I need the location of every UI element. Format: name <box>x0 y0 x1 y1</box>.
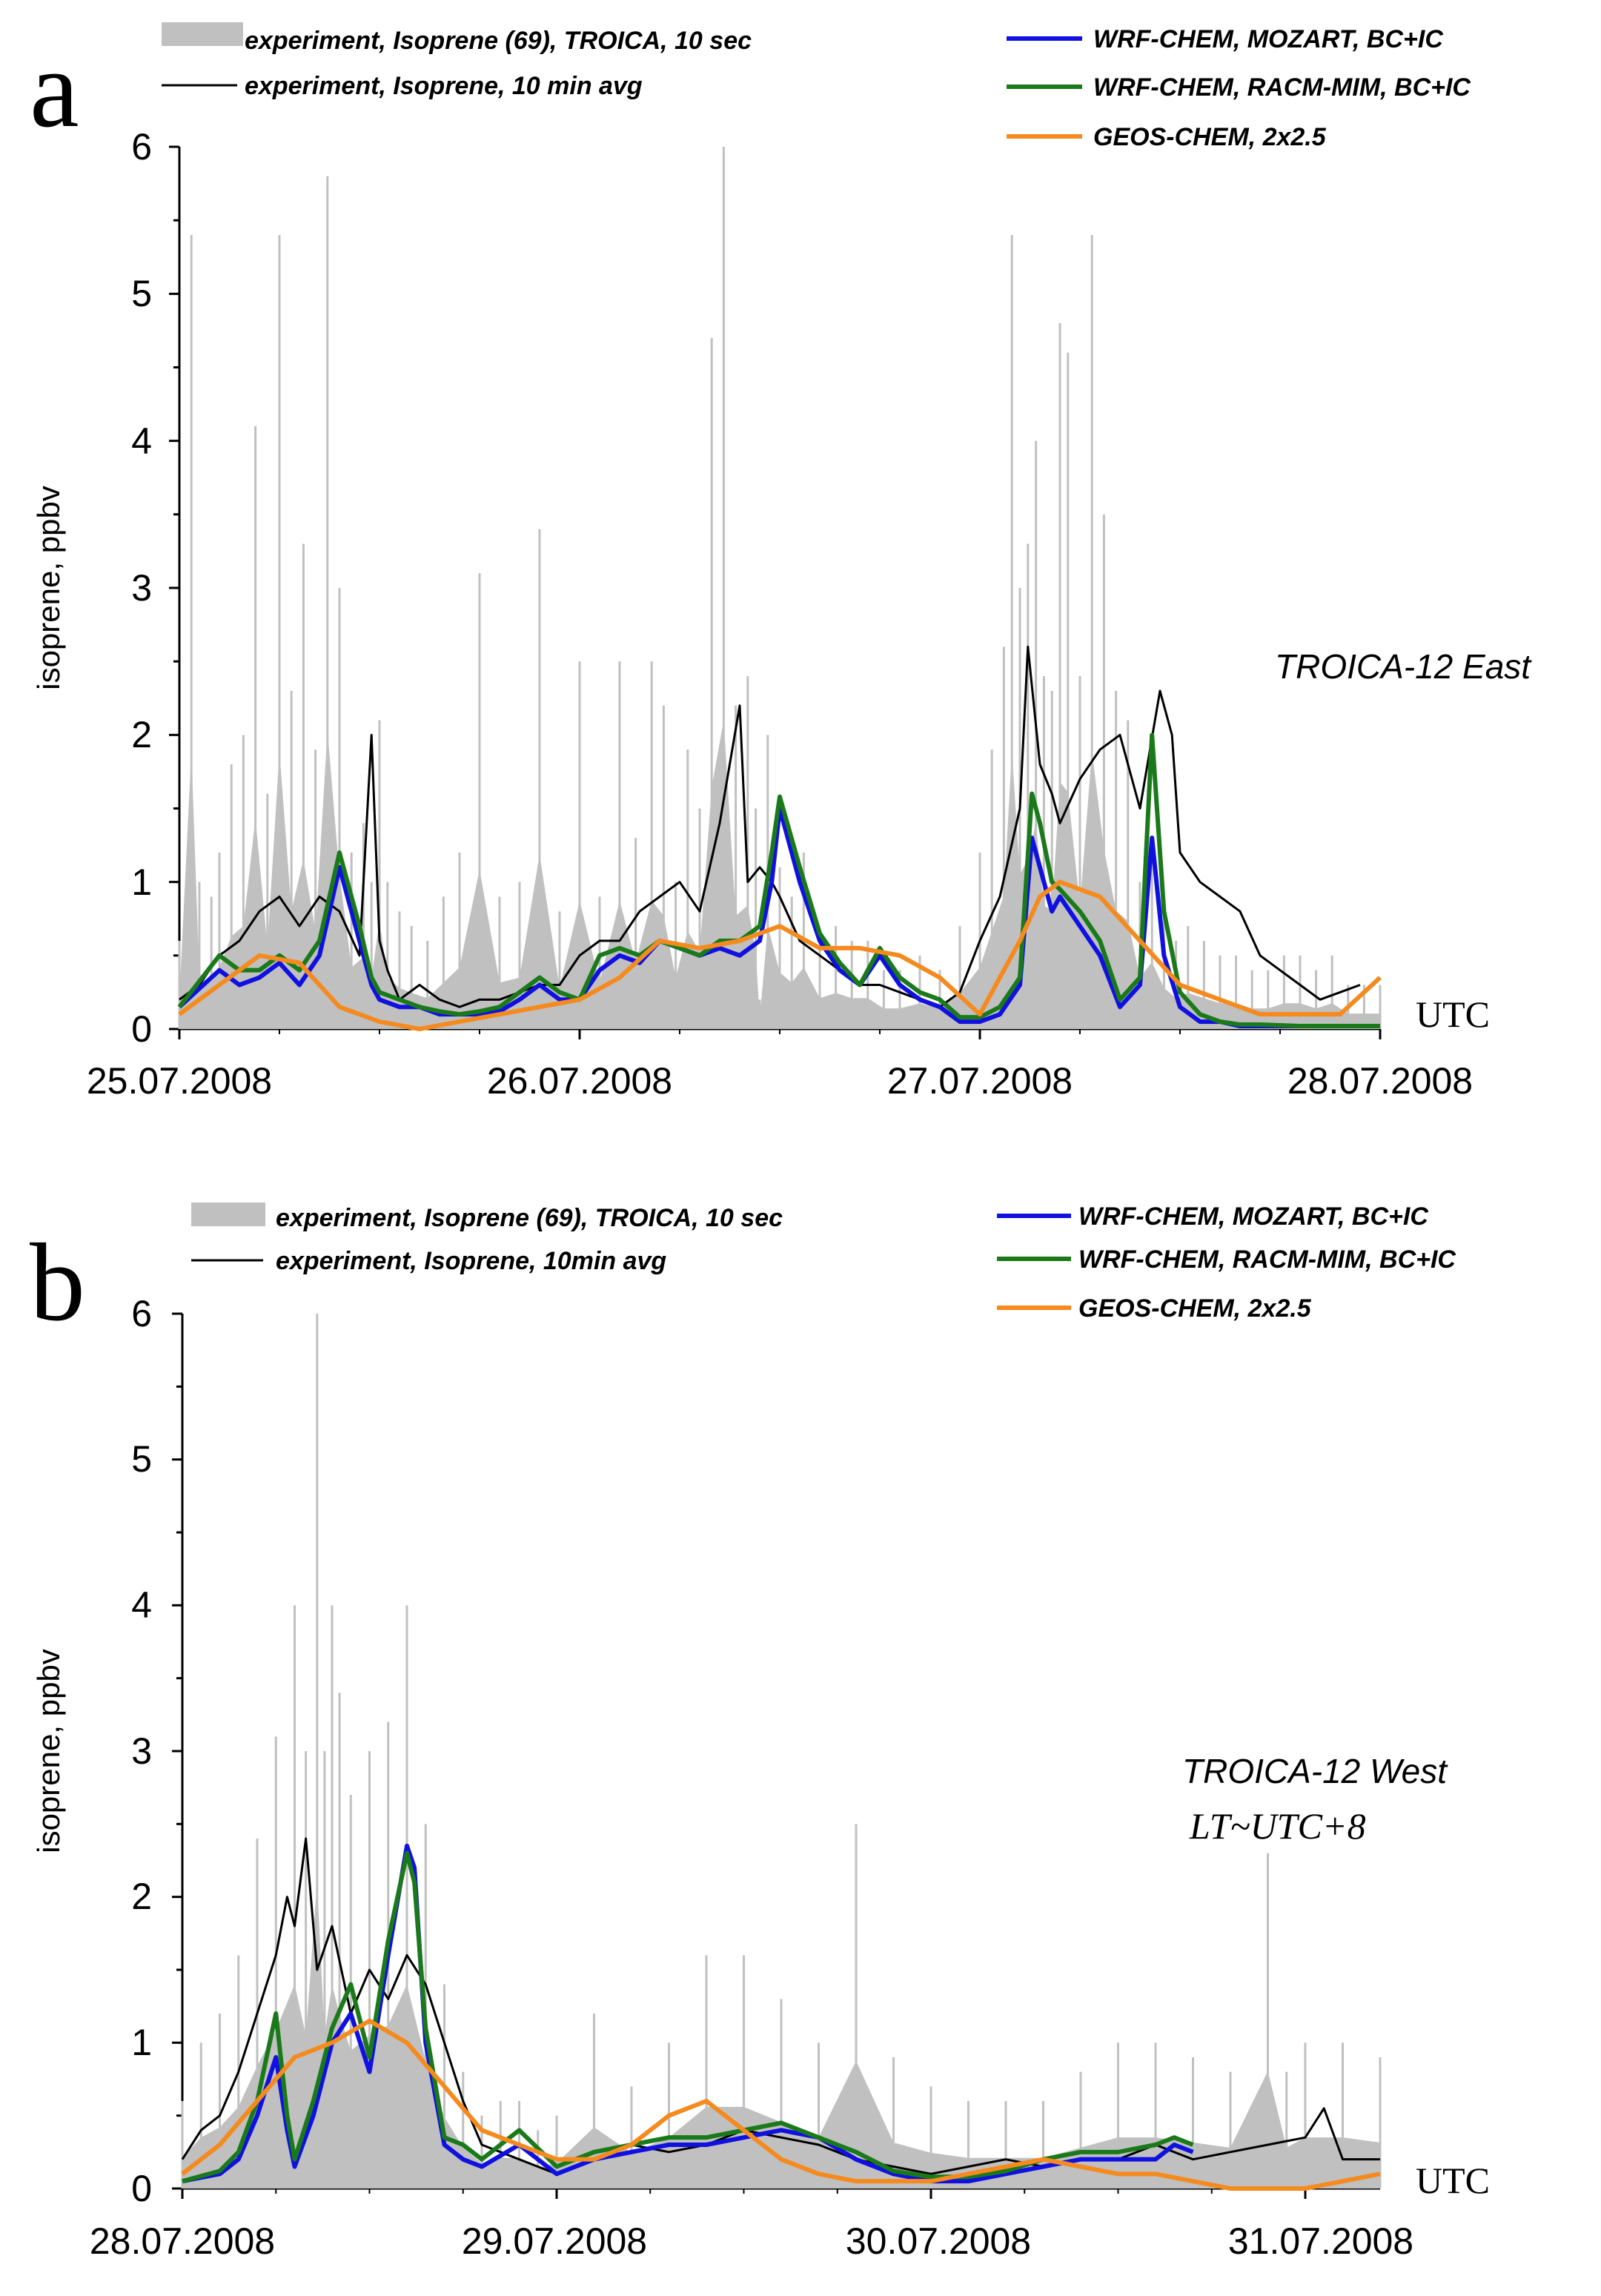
y-tick-b-5: 5 <box>131 1438 152 1480</box>
y-tick-a-4: 4 <box>131 420 152 462</box>
legend-b-swatch-experiment-10sec <box>191 1202 265 1226</box>
panel-b-annotation: LT~UTC+8 <box>1189 1805 1366 1847</box>
y-axis-label-b: isoprene, ppbv <box>31 1649 66 1853</box>
legend-b-label-mozart: WRF-CHEM, MOZART, BC+IC <box>1078 1202 1428 1231</box>
x-tick-b-2: 30.07.2008 <box>846 2220 1031 2262</box>
series-wrf-chem-racm-mim-bc-ic-line <box>182 1850 1194 2184</box>
x-tick-b-0: 28.07.2008 <box>90 2220 275 2262</box>
panel-b-title: TROICA-12 West <box>1182 1752 1448 1790</box>
x-tick-a-0: 25.07.2008 <box>87 1060 272 1102</box>
x-axis-label-b: UTC <box>1416 2160 1490 2201</box>
panel-a-title: TROICA-12 East <box>1275 647 1532 686</box>
y-tick-a-3: 3 <box>131 567 152 609</box>
legend-a-label-geos: GEOS-CHEM, 2x2.5 <box>1093 123 1327 151</box>
y-tick-a-0: 0 <box>131 1008 152 1050</box>
panel-b-letter: b <box>30 1221 85 1344</box>
x-tick-a-2: 27.07.2008 <box>887 1060 1073 1102</box>
series-geos-chem-2x2-5-line <box>181 2018 1381 2191</box>
series-wrf-chem-mozart-bc-ic-line <box>177 806 1380 1029</box>
x-tick-b-3: 31.07.2008 <box>1228 2220 1413 2262</box>
y-axis-label-a: isoprene, ppbv <box>31 486 66 690</box>
x-tick-a-1: 26.07.2008 <box>487 1060 672 1102</box>
x-tick-a-3: 28.07.2008 <box>1287 1060 1473 1102</box>
legend-b-label-racm: WRF-CHEM, RACM-MIM, BC+IC <box>1078 1245 1456 1274</box>
legend-a-swatch-experiment-10sec <box>162 22 243 46</box>
y-tick-a-5: 5 <box>131 273 152 314</box>
y-tick-b-1: 1 <box>131 2022 152 2063</box>
legend-a-label-mozart: WRF-CHEM, MOZART, BC+IC <box>1093 25 1443 53</box>
y-tick-b-2: 2 <box>131 1876 152 1917</box>
y-tick-b-6: 6 <box>131 1293 152 1334</box>
panel-b: b experiment, Isoprene (69), TROICA, 10 … <box>30 1202 1490 2262</box>
series-wrf-chem-mozart-bc-ic-line <box>182 1843 1194 2184</box>
y-tick-a-2: 2 <box>131 714 152 755</box>
legend-b-label-experiment-10sec: experiment, Isoprene (69), TROICA, 10 se… <box>276 1204 783 1232</box>
legend-a-label-racm: WRF-CHEM, RACM-MIM, BC+IC <box>1093 73 1471 102</box>
y-tick-a-1: 1 <box>131 861 152 903</box>
legend-a-label-experiment-10sec: experiment, Isoprene (69), TROICA, 10 se… <box>245 27 752 55</box>
series-a <box>177 147 1382 1031</box>
series-geos-chem-2x2-5-line <box>178 879 1382 1031</box>
y-tick-b-4: 4 <box>131 1584 152 1626</box>
series-b <box>181 1314 1382 2191</box>
ticks-a <box>169 145 1382 1039</box>
y-tick-a-6: 6 <box>131 126 152 168</box>
y-tick-b-3: 3 <box>131 1730 152 1772</box>
panel-a: a experiment, Isoprene (69), TROICA, 10 … <box>30 22 1532 1102</box>
legend-b-label-experiment-avg: experiment, Isoprene, 10min avg <box>276 1247 666 1275</box>
legend-b-label-geos: GEOS-CHEM, 2x2.5 <box>1078 1294 1312 1323</box>
panel-a-letter: a <box>30 27 79 150</box>
series-wrf-chem-racm-mim-bc-ic-line <box>177 732 1380 1029</box>
x-tick-b-1: 29.07.2008 <box>462 2220 647 2262</box>
x-axis-label-a: UTC <box>1416 993 1490 1035</box>
y-tick-b-0: 0 <box>131 2168 152 2209</box>
legend-a-label-experiment-avg: experiment, Isoprene, 10 min avg <box>245 72 643 100</box>
ticks-b <box>172 1312 1307 2199</box>
